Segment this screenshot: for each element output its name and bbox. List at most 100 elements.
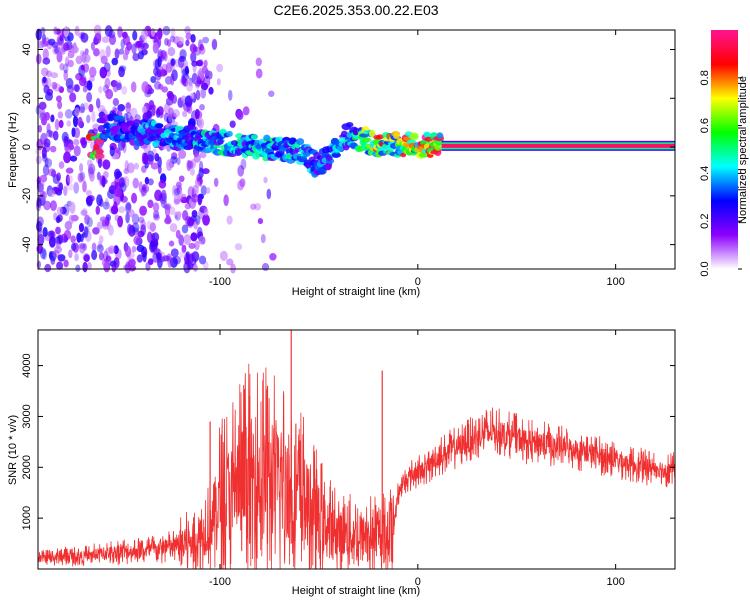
spectrogram-cell [80,64,85,71]
spectrogram-cell [39,108,46,119]
spectrogram-cell [160,199,168,209]
spectrogram-cell [84,54,91,63]
spectrogram-cell [197,117,204,129]
spectrogram-cell [213,177,219,188]
colorbar-tick-label: 0.2 [699,214,711,229]
spectrogram-cell [81,207,88,216]
spectrogram-cell [200,82,209,91]
spectrogram-cell [133,162,139,170]
spectrogram-cell [201,65,208,75]
spectrogram-cell [41,248,47,260]
spectrogram-cell [189,92,195,100]
x-tick-label: -100 [209,576,231,588]
spectrogram-cell [69,155,78,162]
spectrogram-cell [42,141,51,153]
spectrogram-cell [70,235,76,244]
spectrogram-cell [137,51,145,60]
spectrogram-y-ticks: -40 -20 0 20 40 [21,43,675,253]
spectrogram-x-ticks: -100 0 100 [209,30,625,288]
spectrogram-cell [41,117,47,125]
spectrogram-cell [250,134,258,141]
snr-y-label: SNR (10 * v/v) [7,415,19,485]
colorbar-gradient [711,30,738,269]
spectrogram-cell [173,198,181,205]
spectrogram-cell [51,81,58,90]
spectrogram-cell [176,211,182,218]
spectrogram-cell [47,189,56,198]
spectrogram-cell [158,180,167,189]
spectrogram-cell [100,55,108,65]
spectrogram-cell [172,109,180,118]
colorbar-tick-label: 0.0 [699,261,711,276]
spectrogram-cell [240,158,247,170]
spectrogram-cell [58,86,65,93]
spectrogram-cell [108,245,116,254]
spectrogram-cell [57,100,63,110]
y-tick-label: 2000 [21,455,33,479]
spectrogram-cell [140,224,147,236]
spectrogram-cell [55,95,62,103]
spectrogram-cell [77,172,84,183]
spectrogram-cell [152,232,160,243]
spectrogram-cell [88,166,94,179]
spectrogram-cell [160,49,167,60]
spectrogram-cell [151,107,156,117]
spectrogram-cell [113,201,118,213]
spectrogram-cell [160,189,167,202]
spectrogram-cell [91,123,100,130]
spectrogram-cell [118,206,126,214]
spectrogram-cell [186,218,194,229]
spectrogram-cell [216,63,224,73]
spectrogram-cell [49,250,57,262]
spectrogram-cell [157,48,164,60]
spectrogram-cell [166,39,171,48]
spectrogram-cell [73,138,80,146]
spectrogram-cell [199,151,207,159]
colorbar-ticks: 0.0 0.2 0.4 0.6 0.8 [699,70,742,277]
spectrogram-cell [76,232,82,243]
spectrogram-cells [35,24,675,274]
spectrogram-cell [142,152,149,165]
spectrogram-cell [189,43,197,53]
spectrogram-cell [58,161,65,169]
spectrogram-cell [78,242,86,249]
colorbar-label: Normalized spectral amplitude [737,76,749,224]
y-tick-label: 3000 [21,404,33,428]
spectrogram-cell [165,214,171,224]
spectrogram-cell [45,92,53,101]
spectrogram-cell [190,168,195,176]
spectrogram-cell [67,50,75,59]
spectrogram-cell [131,227,140,236]
spectrogram-cell [196,173,201,182]
spectrogram-cell [46,129,53,138]
spectrogram-cell [131,192,138,204]
spectrogram-cell [143,142,151,154]
spectrogram-cell [187,160,193,170]
spectrogram-cell [95,97,101,109]
spectrogram-cell [74,107,80,117]
spectrogram-cell [92,227,100,235]
spectrogram-cell [46,123,51,134]
spectrogram-cell [103,250,109,263]
spectrogram-cell [103,62,111,73]
spectrogram-cell [77,116,83,128]
spectrogram-cell [198,255,207,265]
spectrogram-cell [110,181,118,191]
spectrogram-cell [56,206,63,215]
colorbar-tick-label: 0.6 [699,118,711,133]
spectrogram-cell [45,70,52,78]
spectrogram-cell [255,57,262,67]
spectrogram-cell [157,165,162,175]
x-tick-label: 100 [606,576,624,588]
spectrogram-cell [65,167,74,174]
spectrogram-cell [226,258,234,266]
y-tick-label: 1000 [21,506,33,530]
spectrogram-cell [181,76,187,85]
spectrogram-cell [74,253,79,262]
spectrogram-cell [434,149,442,156]
spectrogram-cell [73,127,81,139]
spectrogram-cell [85,189,92,197]
spectrogram-cell [198,235,206,245]
spectrogram-cell [118,66,125,78]
